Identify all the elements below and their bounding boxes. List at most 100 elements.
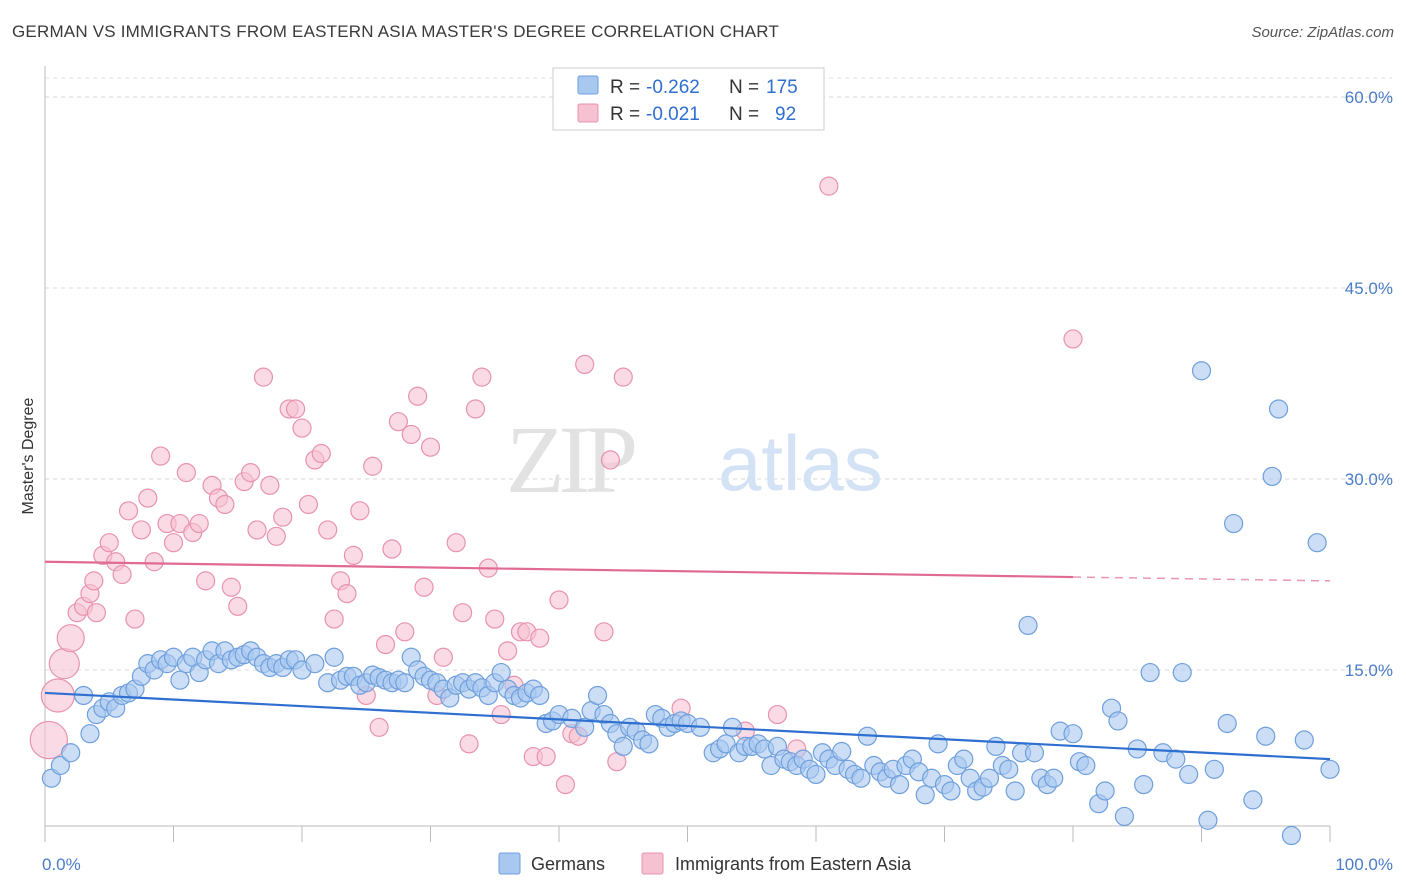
x-tick-label-0: 0.0% [42, 855, 81, 874]
immigrants-point-54 [382, 539, 402, 559]
germans-point-18 [170, 670, 190, 690]
germans-point-156 [1108, 711, 1128, 731]
germans-point-40 [324, 647, 344, 667]
immigrants-point-47 [337, 583, 357, 604]
immigrants-point-39 [285, 399, 306, 419]
legend-n-label-germans: N = [729, 77, 759, 98]
germans-point-166 [1198, 810, 1218, 830]
immigrants-point-70 [491, 704, 511, 725]
germans-point-172 [1262, 466, 1282, 487]
immigrants-point-8 [86, 603, 107, 623]
germans-point-38 [305, 654, 325, 674]
immigrants-point-1 [40, 678, 75, 713]
immigrants-point-45 [324, 609, 344, 629]
immigrants-point-48 [343, 545, 363, 566]
germans-point-150 [1063, 724, 1083, 744]
legend-r-label-germans: R = [610, 77, 640, 98]
germans-point-118 [851, 768, 871, 788]
germans-point-87 [639, 734, 659, 754]
legend-r-label-immigrants: R = [610, 104, 640, 125]
immigrants-point-76 [530, 628, 550, 648]
immigrants-point-53 [375, 634, 396, 655]
immigrants-point-52 [369, 717, 389, 737]
immigrants-point-12 [112, 564, 132, 585]
germans-point-170 [1243, 790, 1263, 810]
immigrants-point-86 [613, 367, 633, 387]
legend-r-value-immigrants: -0.021 [646, 104, 700, 125]
grid-lines [45, 77, 1392, 671]
germans-point-169 [1224, 513, 1244, 534]
immigrants-point-91 [819, 176, 839, 196]
germans-point-167 [1204, 759, 1224, 779]
immigrants-point-13 [118, 501, 139, 521]
immigrants-point-33 [247, 520, 267, 540]
immigrants-point-43 [311, 443, 331, 464]
germans-point-83 [613, 736, 633, 757]
immigrants-point-22 [176, 463, 196, 483]
immigrants-point-67 [472, 367, 492, 387]
immigrants-point-57 [401, 424, 421, 445]
immigrants-point-40 [292, 418, 312, 438]
immigrants-point-15 [131, 520, 151, 540]
germans-point-139 [986, 736, 1006, 757]
immigrants-point-69 [485, 609, 505, 629]
immigrants-point-14 [125, 609, 145, 629]
chart-title: GERMAN VS IMMIGRANTS FROM EASTERN ASIA M… [12, 22, 780, 41]
watermark-atlas: atlas [718, 419, 883, 507]
immigrants-point-30 [228, 596, 248, 616]
immigrants-point-29 [221, 577, 241, 597]
tick-labels: 15.0% 30.0% 45.0% 60.0% 0.0% 100.0% [42, 88, 1393, 874]
immigrants-point-24 [189, 513, 209, 534]
immigrants-point-59 [414, 577, 434, 597]
bottom-legend-swatch-immigrants [641, 852, 664, 875]
series-immigrants-points [29, 176, 1083, 795]
immigrants-point-32 [241, 463, 261, 483]
immigrants-point-7 [84, 571, 104, 591]
legend-swatch-immigrants [577, 103, 599, 123]
germans-point-1 [50, 755, 71, 776]
germans-point-175 [1294, 730, 1314, 750]
germans-point-177 [1320, 759, 1340, 779]
germans-point-141 [999, 759, 1019, 779]
germans-point-157 [1114, 806, 1135, 827]
legend-n-label-immigrants: N = [729, 104, 759, 125]
immigrants-point-41 [298, 494, 319, 515]
x-tick-label-1: 100.0% [1335, 855, 1393, 874]
germans-point-51 [395, 673, 415, 693]
germans-point-154 [1095, 781, 1115, 801]
immigrants-point-36 [266, 526, 286, 546]
immigrants-point-62 [433, 647, 453, 667]
immigrants-point-17 [144, 552, 164, 572]
immigrants-point-78 [549, 590, 569, 610]
immigrants-point-37 [273, 507, 293, 527]
immigrants-point-66 [465, 399, 486, 419]
germans-point-124 [889, 774, 910, 795]
immigrants-point-92 [1063, 329, 1083, 349]
germans-point-162 [1166, 749, 1186, 769]
germans-point-171 [1256, 726, 1276, 746]
germans-point-77 [575, 717, 595, 737]
immigrants-point-10 [99, 533, 119, 553]
germans-point-144 [1018, 615, 1038, 636]
y-tick-label-1: 30.0% [1345, 470, 1393, 489]
germans-point-138 [979, 768, 1000, 788]
immigrants-point-3 [56, 624, 85, 653]
immigrants-point-18 [151, 446, 171, 466]
source-label: Source: ZipAtlas.com [1251, 24, 1394, 41]
legend-r-value-germans: -0.262 [646, 77, 700, 98]
immigrants-trend-line-extension [1072, 576, 1331, 582]
immigrants-point-77 [536, 746, 556, 767]
germans-point-176 [1307, 533, 1327, 553]
germans-point-160 [1140, 662, 1160, 683]
immigrants-point-64 [453, 603, 473, 623]
immigrants-point-55 [388, 412, 408, 432]
y-tick-label-2: 45.0% [1345, 279, 1393, 298]
bottom-legend: Germans Immigrants from Eastern Asia [498, 852, 912, 875]
immigrants-point-79 [555, 774, 576, 795]
germans-point-115 [832, 741, 852, 762]
immigrants-point-16 [138, 488, 158, 508]
immigrants-point-34 [253, 367, 274, 387]
immigrants-point-84 [600, 450, 621, 470]
y-tick-label-3: 60.0% [1345, 88, 1393, 107]
